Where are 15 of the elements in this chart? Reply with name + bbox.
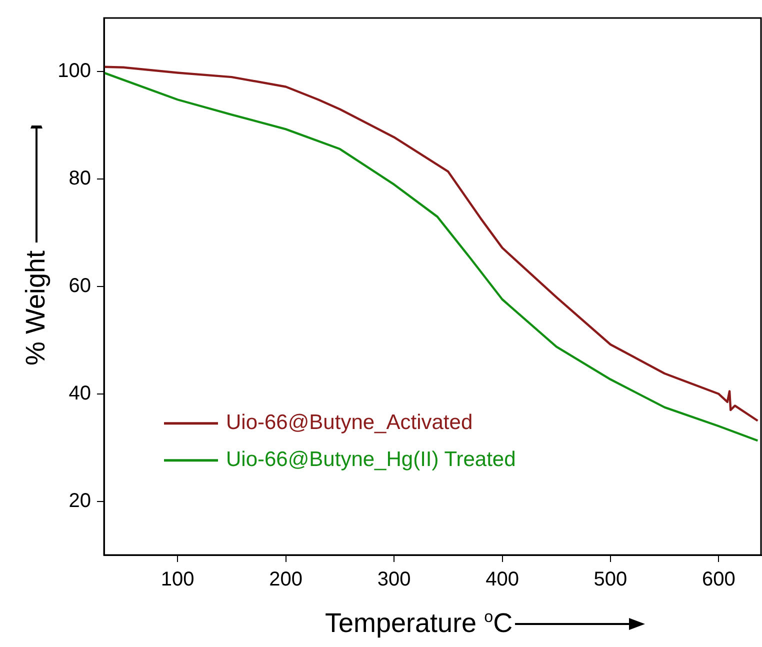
y-tick-label: 100 <box>58 60 91 82</box>
legend-label: Uio-66@Butyne_Activated <box>226 411 473 434</box>
x-tick-label: 400 <box>486 568 519 591</box>
x-tick-label: 200 <box>269 568 303 591</box>
x-tick-label: 600 <box>702 568 736 591</box>
y-tick-label: 40 <box>68 382 91 404</box>
legend-label: Uio-66@Butyne_Hg(II) Treated <box>226 448 516 472</box>
y-axis-title: % Weight <box>20 250 52 366</box>
x-tick-label: 100 <box>160 568 194 591</box>
x-tick-label: 500 <box>594 568 628 591</box>
x-axis-title: Temperature $^{o}$C <box>325 608 513 639</box>
y-tick-label: 80 <box>68 168 91 190</box>
y-tick-label: 60 <box>68 275 91 298</box>
x-tick-label: 300 <box>377 568 411 591</box>
y-tick-label: 20 <box>68 490 91 512</box>
